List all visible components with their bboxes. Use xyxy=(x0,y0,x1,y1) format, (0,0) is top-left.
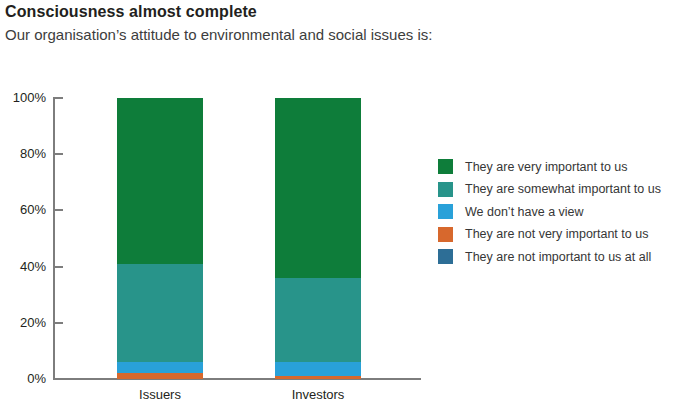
y-axis-tick xyxy=(53,322,63,324)
y-axis-label: 0% xyxy=(0,372,46,386)
legend-item: They are not important to us at all xyxy=(438,249,661,264)
bar-segment xyxy=(275,376,361,379)
legend-label: They are very important to us xyxy=(465,160,628,174)
legend-item: We don’t have a view xyxy=(438,204,661,219)
legend-swatch xyxy=(438,159,453,174)
legend-swatch xyxy=(438,204,453,219)
y-axis-tick xyxy=(53,97,63,99)
y-axis-tick xyxy=(53,153,63,155)
legend-item: They are not very important to us xyxy=(438,227,661,242)
x-axis-label: Investors xyxy=(275,387,361,402)
bar-issuers xyxy=(117,98,203,379)
bar-segment xyxy=(117,98,203,264)
legend-label: We don’t have a view xyxy=(465,205,584,219)
legend: They are very important to us They are so… xyxy=(438,159,661,272)
y-axis-label: 20% xyxy=(0,316,46,330)
x-axis-label: Issuers xyxy=(117,387,203,402)
chart-figure: Consciousness almost complete Our organi… xyxy=(0,0,700,407)
legend-item: They are very important to us xyxy=(438,159,661,174)
y-axis-tick xyxy=(53,209,63,211)
y-axis-label: 80% xyxy=(0,147,46,161)
legend-label: They are somewhat important to us xyxy=(465,182,661,196)
bar-segment xyxy=(275,278,361,362)
legend-swatch xyxy=(438,249,453,264)
bar-segment xyxy=(275,98,361,278)
bar-investors xyxy=(275,98,361,379)
legend-label: They are not very important to us xyxy=(465,227,648,241)
legend-label: They are not important to us at all xyxy=(465,250,651,264)
legend-swatch xyxy=(438,182,453,197)
bar-segment xyxy=(275,362,361,376)
bar-segment xyxy=(117,362,203,373)
legend-swatch xyxy=(438,227,453,242)
y-axis-tick xyxy=(53,266,63,268)
bar-segment xyxy=(117,373,203,379)
y-axis-label: 100% xyxy=(0,91,46,105)
y-axis-label: 40% xyxy=(0,260,46,274)
y-axis-line xyxy=(53,98,55,379)
legend-item: They are somewhat important to us xyxy=(438,182,661,197)
bar-segment xyxy=(117,264,203,362)
x-axis-line xyxy=(53,378,421,380)
y-axis-label: 60% xyxy=(0,203,46,217)
